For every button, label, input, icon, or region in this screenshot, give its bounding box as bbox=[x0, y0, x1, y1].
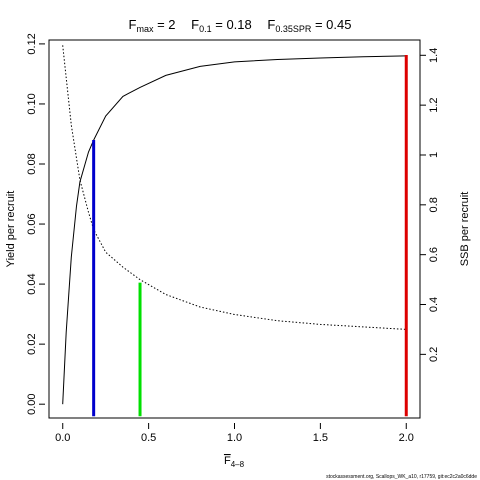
plot-frame bbox=[48, 39, 421, 419]
reference-lines-layer bbox=[92, 55, 408, 417]
y2-tick-label: 0.2 bbox=[428, 347, 440, 362]
credit-text: stockassessment.org, Scallops_WK_a10, r1… bbox=[326, 474, 477, 480]
y2-tick-label: 0.4 bbox=[428, 297, 440, 312]
title-f01-value: = 0.18 bbox=[212, 17, 252, 32]
y-tick-label: 0.12 bbox=[26, 33, 38, 54]
title-f01-subscript: 0.1 bbox=[199, 24, 212, 34]
y-tick-label: 0.02 bbox=[26, 333, 38, 354]
y2-axis-label: SSB per recruit bbox=[459, 192, 471, 267]
title-f01-symbol: F bbox=[191, 17, 199, 32]
x-tick-label: 0.5 bbox=[141, 432, 156, 444]
curves-layer bbox=[62, 45, 407, 405]
y2-tick-label: 0.6 bbox=[428, 247, 440, 262]
title-fmax-subscript: max bbox=[136, 24, 154, 34]
ssb-per-recruit-curve bbox=[62, 45, 407, 330]
y2-tick-label: 0.8 bbox=[428, 197, 440, 212]
y-tick-label: 0.04 bbox=[26, 273, 38, 294]
x-axis: 0.0 0.5 1.0 1.5 2.0 bbox=[55, 423, 414, 444]
title-fmax-symbol: F bbox=[129, 17, 137, 32]
title-fmax-value: = 2 bbox=[153, 17, 175, 32]
y-axis-left: 0.00 0.02 0.04 0.06 0.08 0.10 0.12 bbox=[26, 33, 45, 415]
x-tick-label: 0.0 bbox=[55, 432, 70, 444]
y-tick-label: 0.08 bbox=[26, 153, 38, 174]
x-axis-label: F4–8 bbox=[224, 455, 245, 469]
y2-tick-label: 1.4 bbox=[428, 48, 440, 63]
yield-per-recruit-curve bbox=[62, 55, 407, 405]
x-tick-label: 2.0 bbox=[399, 432, 414, 444]
y2-tick-label: 1 bbox=[428, 152, 440, 158]
title-f035spr-value: = 0.45 bbox=[311, 17, 351, 32]
y-axis-label: Yield per recruit bbox=[5, 191, 17, 268]
y2-tick-label: 1.2 bbox=[428, 97, 440, 112]
x-axis-label-symbol: F bbox=[224, 455, 231, 467]
y-tick-label: 0.00 bbox=[26, 393, 38, 414]
x-tick-label: 1.5 bbox=[313, 432, 328, 444]
title-f035spr-subscript: 0.35SPR bbox=[275, 24, 312, 34]
chart-title: Fmax = 2 F0.1 = 0.18 F0.35SPR = 0.45 bbox=[129, 17, 352, 34]
x-tick-label: 1.0 bbox=[227, 432, 242, 444]
y-tick-label: 0.10 bbox=[26, 93, 38, 114]
y-axis-right: 0.2 0.4 0.6 0.8 1 1.2 1.4 bbox=[420, 48, 440, 362]
x-axis-label-subscript: 4–8 bbox=[231, 460, 245, 469]
title-f035spr-symbol: F bbox=[267, 17, 275, 32]
y-tick-label: 0.06 bbox=[26, 213, 38, 234]
